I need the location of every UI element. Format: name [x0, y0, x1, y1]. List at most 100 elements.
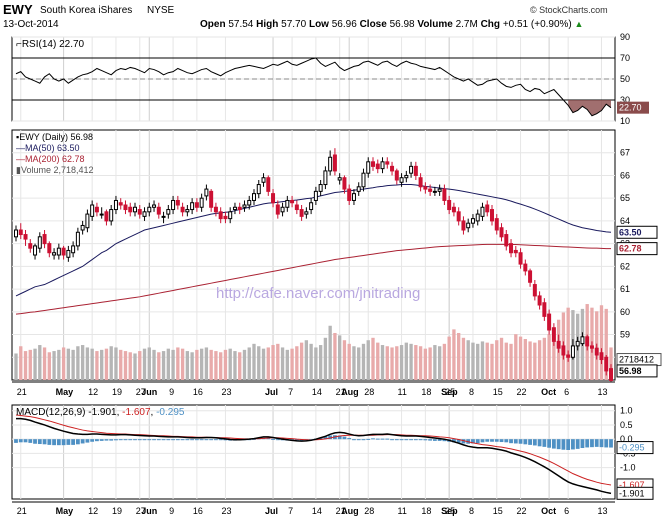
top-axis-day-tick: 7 [288, 387, 293, 397]
bottom-axis-day-tick: 7 [288, 506, 293, 516]
candle-body [413, 165, 418, 176]
macd-hist-bar [209, 439, 214, 441]
candle-body [347, 188, 352, 201]
bottom-axis-day-tick: 21 [17, 506, 27, 516]
macd-hist-bar [52, 439, 56, 446]
macd-hist-bar [509, 439, 513, 444]
macd-hist-bar [575, 439, 580, 449]
volume-bar [376, 342, 380, 380]
price-tick-label: 67 [620, 148, 630, 158]
macd-hist-bar [423, 439, 428, 441]
candle-body [371, 161, 375, 167]
volume-bar [399, 345, 404, 380]
volume-bar [176, 347, 180, 380]
volume-bar [252, 343, 256, 380]
candle-body [532, 284, 537, 297]
candle-body [90, 204, 95, 217]
rsi-tick-label: 90 [620, 32, 630, 42]
price-legend-item: ▮Volume 2,718,412 [16, 165, 94, 175]
macd-hist-bar [432, 439, 437, 441]
candle-body [432, 190, 437, 193]
volume-bar [385, 346, 389, 380]
candle-body [380, 161, 385, 170]
candle-body [328, 156, 333, 172]
macd-hist-bar [47, 439, 52, 445]
candle-body [580, 336, 585, 345]
macd-tick-label: -1.0 [620, 463, 636, 473]
volume-bar [214, 351, 218, 380]
candle-body [266, 177, 271, 192]
bottom-axis-month-tick: Aug [341, 506, 359, 516]
open-value: 57.54 [228, 19, 254, 30]
volume-bar [266, 347, 270, 380]
candle-body [461, 220, 466, 231]
macd-hist-bar [180, 439, 185, 441]
open-label: Open [200, 19, 226, 30]
candle-body [366, 161, 371, 174]
volume-bar [328, 325, 332, 380]
macd-legend-sep: , [151, 407, 157, 418]
bottom-axis-day-tick: 28 [364, 506, 374, 516]
volume-bar [295, 346, 299, 380]
volume-bar [242, 349, 247, 380]
candle-body [509, 243, 514, 254]
candle-body [537, 295, 542, 306]
candle-body [609, 368, 613, 381]
volume-bar [238, 352, 242, 380]
bottom-axis-day-tick: 14 [312, 506, 322, 516]
macd-hist-bar [95, 439, 99, 442]
macd-hist-bar [152, 439, 156, 441]
candle-body [128, 206, 133, 213]
candle-body [18, 229, 23, 236]
top-axis-day-tick: 9 [169, 387, 174, 397]
candle-body [485, 204, 490, 213]
candle-body [290, 199, 295, 204]
candle-body [575, 340, 580, 347]
candle-body [499, 227, 504, 238]
candle-body [542, 302, 547, 317]
volume-bar [461, 337, 466, 380]
candle-body [161, 215, 166, 218]
low-label: Low [308, 19, 329, 30]
macd-hist-bar [442, 439, 447, 442]
bottom-axis-day-tick: 16 [193, 506, 203, 516]
candle-body [337, 177, 342, 181]
volume-bar [66, 348, 71, 380]
volume-bar [90, 348, 94, 380]
candle-body [232, 206, 237, 211]
volume-bar [257, 346, 261, 380]
volume-bar [447, 336, 451, 380]
candle-body [52, 252, 57, 256]
macd-hist-bar [137, 439, 142, 441]
macd-hist-bar [156, 439, 161, 441]
candle-body [252, 193, 256, 201]
volume-bar [271, 345, 275, 380]
macd-hist-bar [204, 439, 209, 441]
volume-bar [247, 347, 251, 380]
macd-hist-bar [171, 439, 175, 441]
volume-bar [485, 342, 489, 380]
top-axis-day-tick: 19 [112, 387, 122, 397]
volume-bar [495, 340, 499, 380]
candle-body [204, 188, 209, 197]
close-value: 56.98 [389, 19, 415, 30]
candle-body [404, 174, 409, 179]
bottom-axis-month-tick: Sep [441, 506, 458, 516]
volume-bar [133, 353, 137, 380]
candle-body [318, 184, 323, 192]
bottom-axis-month-tick: Oct [541, 506, 556, 516]
volume-bar [518, 336, 523, 380]
bottom-axis-day-tick: 27 [136, 506, 146, 516]
volume-bar [152, 349, 156, 380]
bottom-axis-day-tick: 21 [336, 506, 346, 516]
candle-body [456, 211, 461, 222]
top-axis-month-tick: Jul [265, 387, 278, 397]
macd-hist-bar [23, 439, 28, 443]
top-axis-day-tick: 27 [136, 387, 146, 397]
candle-body [447, 199, 452, 211]
credit-icon-link[interactable]: © StockCharts.com [530, 6, 608, 15]
bottom-axis-day-tick: 11 [398, 506, 407, 516]
volume-bar [390, 347, 394, 380]
volume-bar [537, 340, 542, 380]
volume-bar [309, 343, 313, 380]
